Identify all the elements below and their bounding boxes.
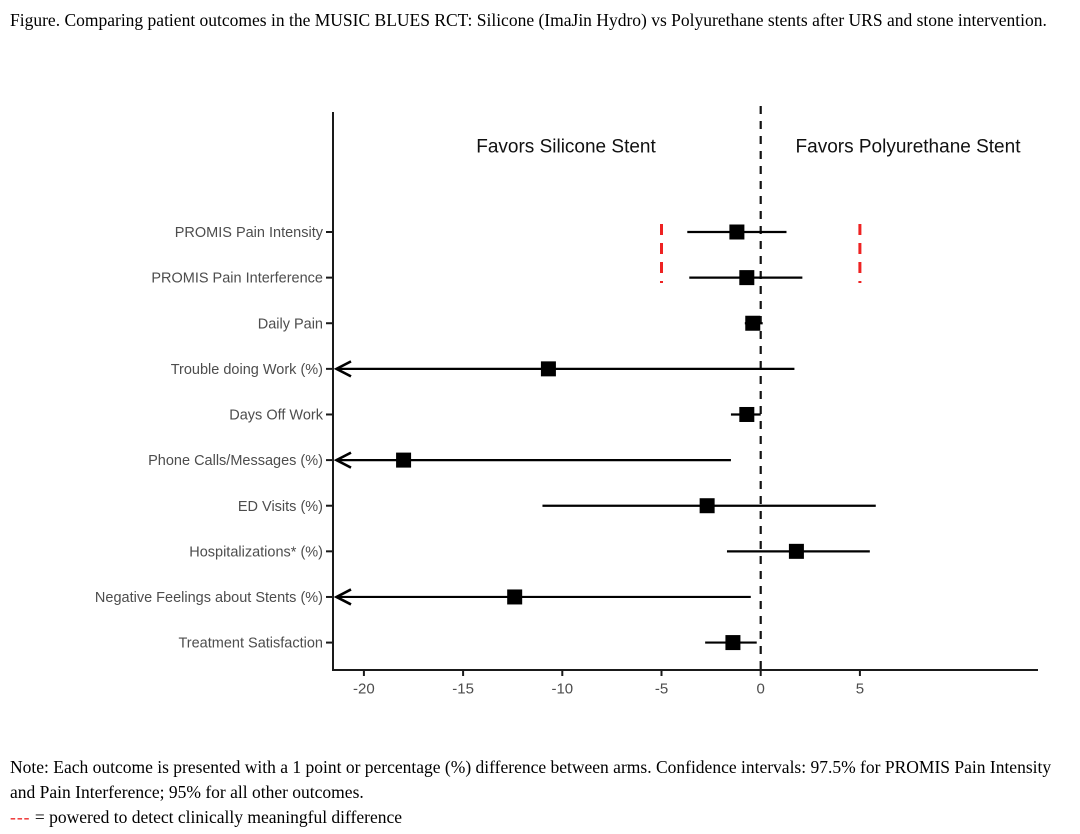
favors-polyurethane-label: Favors Polyurethane Stent xyxy=(796,137,1022,158)
estimate-marker xyxy=(699,498,715,514)
estimate-marker xyxy=(729,224,745,240)
estimate-marker xyxy=(507,589,523,605)
figure-note: Note: Each outcome is presented with a 1… xyxy=(10,755,1072,830)
ci-truncation-arrow xyxy=(333,588,352,606)
category-label: PROMIS Pain Interference xyxy=(151,271,323,287)
estimate-marker xyxy=(739,270,755,286)
x-tick-label: -5 xyxy=(655,680,668,697)
figure-caption: Figure. Comparing patient outcomes in th… xyxy=(10,10,1047,30)
category-label: PROMIS Pain Intensity xyxy=(175,225,324,241)
estimate-marker xyxy=(745,315,761,331)
estimate-marker xyxy=(540,361,556,377)
favors-silicone-label: Favors Silicone Stent xyxy=(476,137,656,158)
x-tick-label: -10 xyxy=(551,680,573,697)
red-dash-legend-text: = powered to detect clinically meaningfu… xyxy=(30,807,403,827)
x-tick-label: -20 xyxy=(353,680,375,697)
category-label: Daily Pain xyxy=(258,316,323,332)
category-label: Negative Feelings about Stents (%) xyxy=(95,590,323,606)
category-label: Phone Calls/Messages (%) xyxy=(148,453,323,469)
category-label: Days Off Work xyxy=(229,408,323,424)
x-tick-label: 5 xyxy=(856,680,864,697)
note-text: Note: Each outcome is presented with a 1… xyxy=(10,757,1052,802)
estimate-marker xyxy=(725,635,741,651)
category-label: Trouble doing Work (%) xyxy=(171,362,323,378)
estimate-marker xyxy=(788,543,804,559)
ci-truncation-arrow xyxy=(333,360,352,378)
forest-plot: Favors Silicone Stent Favors Polyurethane… xyxy=(95,106,1038,697)
category-label: Treatment Satisfaction xyxy=(178,636,323,652)
x-tick-label: -15 xyxy=(452,680,474,697)
x-tick-label: 0 xyxy=(757,680,765,697)
category-label: ED Visits (%) xyxy=(238,499,323,515)
estimate-marker xyxy=(396,452,412,468)
category-label: Hospitalizations* (%) xyxy=(189,544,323,560)
red-dash-legend-symbol: --- xyxy=(10,807,31,827)
ci-truncation-arrow xyxy=(333,451,352,469)
estimate-marker xyxy=(739,406,755,422)
